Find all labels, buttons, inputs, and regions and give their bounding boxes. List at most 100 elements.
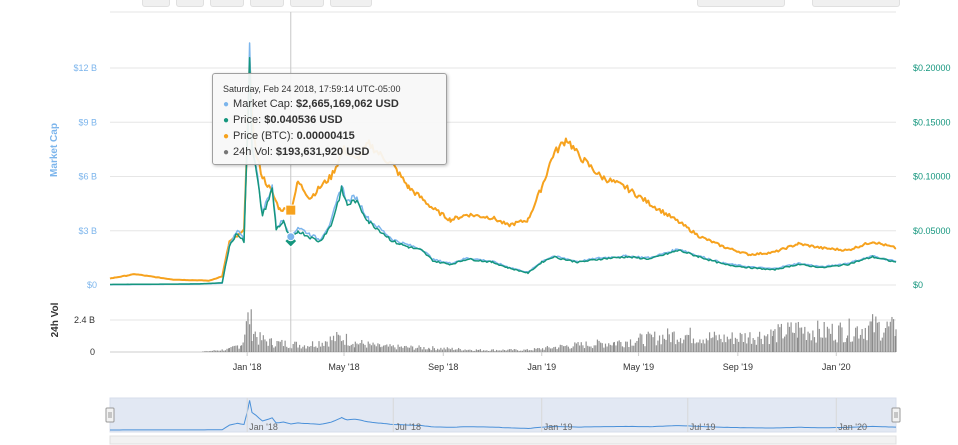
volume-bar — [437, 348, 439, 352]
volume-bar — [684, 335, 686, 352]
volume-bar — [570, 348, 573, 352]
volume-bar — [826, 326, 829, 352]
volume-bar — [329, 336, 331, 352]
toolbar-button[interactable] — [142, 0, 170, 7]
volume-bar — [746, 343, 748, 352]
volume-bar — [462, 350, 465, 352]
navigator: Jan '18 Jul '18 Jan '19 Jul '19 Jan '20 — [105, 397, 901, 445]
navigator-tick-label: Jan '20 — [838, 422, 867, 432]
volume-bar — [855, 327, 857, 352]
toolbar-button[interactable] — [290, 0, 324, 7]
date-from-input[interactable] — [697, 0, 785, 7]
volume-bar — [479, 349, 482, 352]
volume-bar — [639, 333, 641, 352]
volume-bar — [770, 329, 772, 352]
volume-bar — [850, 341, 852, 352]
volume-bar — [646, 334, 648, 352]
volume-bar — [267, 345, 269, 352]
volume-bar — [848, 318, 850, 352]
market-cap-dot-icon: ● — [223, 99, 230, 110]
volume-bar — [869, 321, 871, 352]
volume-bar — [820, 337, 822, 352]
toolbar-button[interactable] — [176, 0, 204, 7]
volume-bar — [443, 347, 445, 352]
x-axis-tick-label: May '19 — [623, 362, 654, 372]
volume-bar — [717, 340, 719, 352]
volume-bar — [315, 346, 317, 352]
volume-axis-tick-label: 2.4 B — [74, 315, 95, 325]
volume-bar — [548, 347, 550, 352]
volume-bar — [492, 349, 494, 352]
volume-bar — [527, 350, 529, 352]
toolbar-button[interactable] — [330, 0, 372, 7]
x-axis-tick-label: May '18 — [328, 362, 359, 372]
volume-bar — [641, 334, 643, 352]
volume-bar — [211, 350, 214, 352]
volume-bar — [846, 335, 849, 352]
volume-bar — [518, 350, 520, 352]
volume-bar — [537, 348, 539, 352]
volume-bar — [705, 338, 707, 352]
navigator-left-handle[interactable] — [105, 407, 115, 423]
volume-bar — [582, 345, 584, 352]
volume-bar — [541, 348, 544, 352]
volume-bar — [299, 344, 301, 352]
navigator-scrollbar[interactable] — [109, 435, 897, 445]
volume-bar — [836, 342, 838, 352]
volume-bar — [303, 345, 306, 352]
volume-bar — [858, 338, 860, 352]
volume-bar — [759, 331, 761, 352]
volume-bar — [367, 341, 369, 352]
volume-bar — [324, 341, 327, 352]
volume-bar — [428, 348, 431, 352]
volume-bar — [354, 341, 356, 352]
volume-bar — [491, 349, 493, 352]
volume-bar — [556, 349, 558, 352]
volume-bar — [265, 341, 268, 352]
volume-bar — [739, 332, 741, 352]
volume-axis-tick-label: 0 — [90, 347, 95, 357]
volume-bar — [812, 330, 814, 352]
volume-bar — [295, 341, 298, 352]
axes: $0 $3 B $6 B $9 B $12 B $0 $0.05000 $0.10000 $0.… — [49, 63, 951, 372]
volume-bar — [725, 342, 727, 352]
volume-bar — [564, 345, 566, 352]
volume-bar — [430, 350, 432, 352]
volume-bar — [895, 329, 897, 352]
volume-bar — [232, 346, 234, 352]
navigator-right-handle[interactable] — [891, 407, 901, 423]
right-axis-tick-label: $0.05000 — [913, 226, 951, 236]
date-to-input[interactable] — [812, 0, 900, 7]
volume-bar — [550, 348, 552, 352]
volume-bar — [894, 336, 896, 352]
volume-bar — [577, 342, 579, 352]
volume-bar — [276, 341, 278, 352]
volume-bar — [345, 333, 348, 352]
volume-bar — [399, 346, 401, 352]
volume-bar — [834, 339, 837, 352]
volume-bar — [723, 334, 725, 352]
volume-bar — [384, 345, 386, 352]
volume-bar — [779, 327, 781, 352]
toolbar-button[interactable] — [250, 0, 284, 7]
volume-bar — [375, 346, 377, 352]
volume-bar — [744, 333, 746, 352]
volume-bar — [704, 343, 706, 352]
volume-bar — [765, 336, 767, 352]
volume-bar — [616, 341, 619, 352]
x-axis-tick-label: Jan '20 — [822, 362, 851, 372]
volume-bar — [286, 346, 288, 352]
toolbar-button[interactable] — [210, 0, 244, 7]
volume-bar — [733, 343, 735, 352]
volume-bar — [800, 327, 803, 352]
volume-bar — [433, 348, 436, 352]
volume-bar — [215, 350, 217, 352]
volume-bar — [752, 338, 754, 352]
volume-bar — [504, 350, 506, 352]
volume-bar — [658, 335, 661, 352]
volume-bar — [623, 347, 625, 352]
volume-bar — [495, 349, 498, 352]
volume-bar — [394, 347, 396, 352]
volume-bar — [454, 349, 456, 352]
